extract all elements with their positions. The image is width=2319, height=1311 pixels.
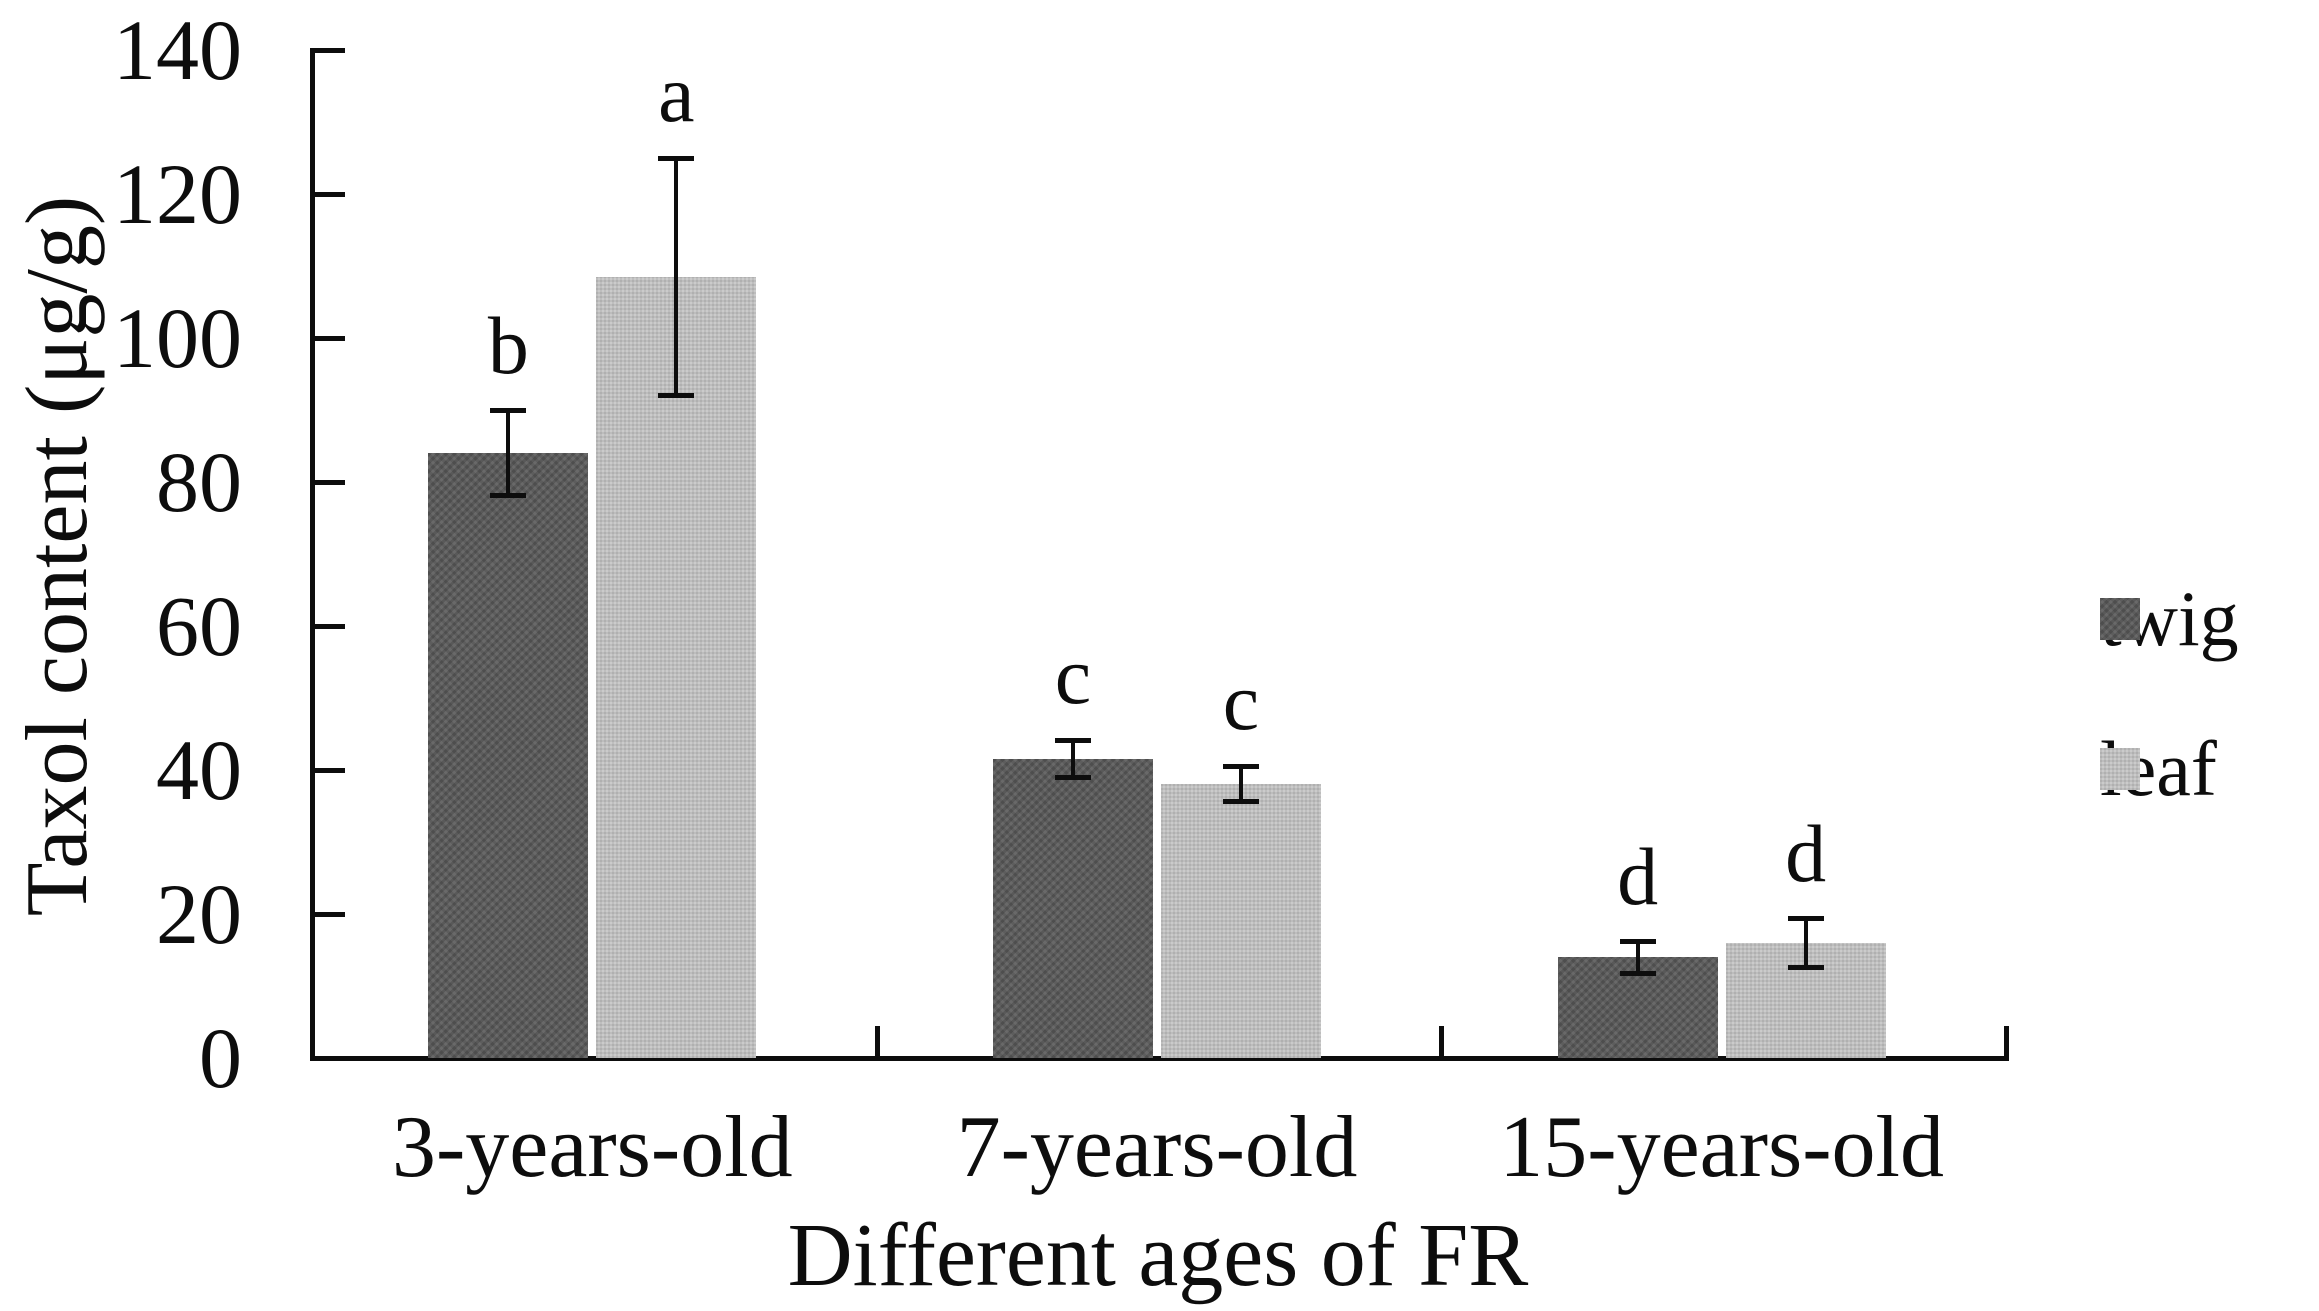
error-cap-top-twig-15-years-old [1619,938,1656,944]
y-axis-line [310,48,315,1060]
y-tick-label-140: 140 [113,2,242,98]
error-cap-bottom-twig-7-years-old [1055,774,1091,780]
bar-leaf-3-years-old [596,276,757,1058]
y-tick-20 [315,912,345,917]
error-cap-bottom-leaf-3-years-old [658,392,695,398]
error-bar-twig-15-years-old [1635,940,1640,974]
y-tick-80 [315,480,345,485]
bar-leaf-7-years-old [1161,784,1321,1058]
significance-letter-twig-3-years-old: b [487,300,529,391]
x-boundary-tick-1 [874,1026,880,1056]
y-tick-100 [315,336,345,341]
y-tick-label-60: 60 [156,578,242,674]
x-boundary-tick-3 [2004,1026,2009,1056]
error-cap-top-leaf-7-years-old [1223,764,1259,770]
y-tick-120 [315,192,345,197]
error-cap-bottom-twig-15-years-old [1619,970,1656,976]
x-category-label-3-years-old: 3-years-old [391,1099,793,1196]
error-cap-bottom-twig-3-years-old [490,493,527,499]
y-tick-label-120: 120 [113,146,242,242]
y-tick-40 [315,768,345,773]
error-bar-twig-3-years-old [506,410,511,497]
legend: twig leaf [2100,580,2239,808]
y-tick-60 [315,624,345,629]
significance-letter-twig-7-years-old: c [1054,630,1092,722]
x-axis-line [310,1056,2009,1061]
significance-letter-leaf-3-years-old: a [658,48,695,139]
y-tick-label-20: 20 [156,866,242,962]
error-cap-top-twig-3-years-old [490,408,527,413]
x-axis-title: Different ages of FR [787,1206,1529,1305]
error-bar-leaf-3-years-old [674,158,679,396]
y-tick-140 [315,48,345,53]
error-cap-bottom-leaf-15-years-old [1787,965,1824,970]
x-category-label-7-years-old: 7-years-old [956,1099,1358,1196]
legend-item-leaf: leaf [2100,730,2239,808]
legend-item-twig: twig [2100,580,2239,658]
y-tick-label-0: 0 [199,1010,242,1106]
bar-twig-3-years-old [428,453,589,1058]
significance-letter-twig-15-years-old: d [1617,830,1659,922]
bar-twig-7-years-old [993,759,1153,1058]
x-category-label-15-years-old: 15-years-old [1499,1099,1945,1196]
x-boundary-tick-2 [1439,1026,1445,1056]
legend-swatch-leaf [2100,748,2140,790]
legend-swatch-twig [2100,598,2140,640]
error-bar-leaf-7-years-old [1239,766,1243,803]
significance-letter-leaf-15-years-old: d [1785,807,1827,899]
y-tick-label-100: 100 [113,290,242,386]
y-tick-label-40: 40 [156,722,242,818]
significance-letter-leaf-7-years-old: c [1222,656,1260,748]
error-cap-top-leaf-15-years-old [1787,915,1824,921]
y-tick-label-80: 80 [156,434,242,530]
error-bar-twig-7-years-old [1071,740,1075,778]
error-bar-leaf-15-years-old [1803,917,1808,968]
error-cap-top-leaf-3-years-old [658,156,695,161]
error-cap-top-twig-7-years-old [1055,738,1091,744]
error-cap-bottom-leaf-7-years-old [1223,799,1259,805]
